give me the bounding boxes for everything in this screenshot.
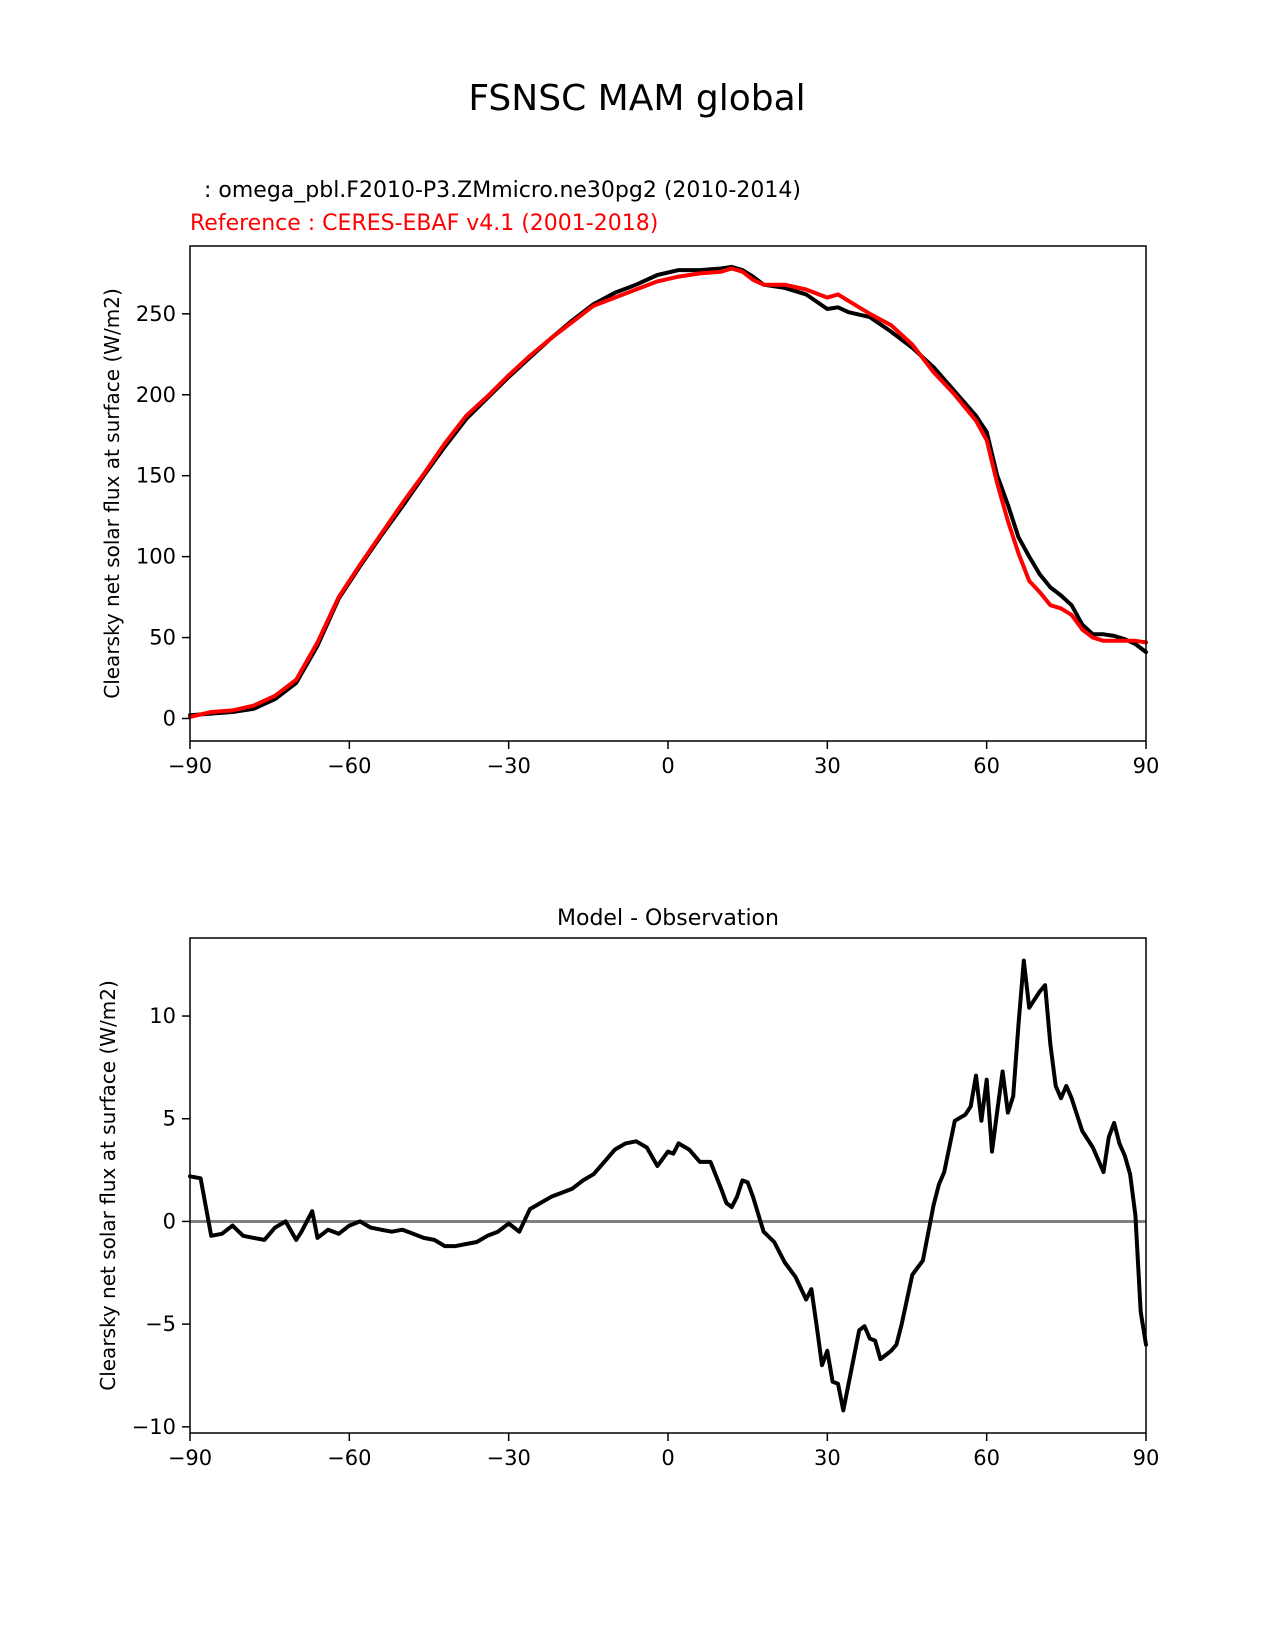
top-y-tick-label: 250 [136, 302, 176, 326]
top-series-line-1 [188, 266, 1148, 719]
top-x-tick-label: −30 [487, 754, 531, 778]
top-y-tick-label: 50 [149, 626, 176, 650]
bottom-y-tick-label: 10 [149, 1004, 176, 1028]
top-y-ticks: 0 50 100 150 200 250 [136, 302, 190, 731]
top-series-group [188, 264, 1148, 719]
bottom-y-axis-label: Clearsky net solar flux at surface (W/m2… [96, 980, 120, 1391]
top-y-tick-label: 150 [136, 464, 176, 488]
top-x-tick-label: 0 [661, 754, 674, 778]
top-x-ticks: −90 −60 −30 0 30 60 90 [168, 741, 1160, 778]
bottom-panel: Model - Observation −90 −60 −30 0 30 60 90 −10… [96, 906, 1159, 1470]
bottom-panel-title: Model - Observation [557, 906, 779, 931]
top-x-tick-label: 60 [973, 754, 1000, 778]
bottom-y-ticks: −10 −5 0 5 10 [132, 1004, 190, 1439]
bottom-y-tick-label: 5 [163, 1107, 176, 1131]
bottom-y-tick-label: −5 [145, 1312, 176, 1336]
top-x-tick-label: −90 [168, 754, 212, 778]
bottom-y-tick-label: −10 [132, 1415, 176, 1439]
bottom-x-tick-label: −60 [327, 1446, 371, 1470]
top-series-line-0 [188, 264, 1148, 718]
top-x-tick-label: −60 [327, 754, 371, 778]
bottom-plot-frame [189, 937, 1147, 1434]
bottom-x-tick-label: 30 [814, 1446, 841, 1470]
bottom-y-tick-label: 0 [163, 1209, 176, 1233]
top-panel: : omega_pbl.F2010-P3.ZMmicro.ne30pg2 (20… [100, 178, 1159, 778]
top-plot-frame [189, 245, 1147, 742]
top-subtitle-test: : omega_pbl.F2010-P3.ZMmicro.ne30pg2 (20… [190, 178, 801, 203]
top-y-tick-label: 200 [136, 383, 176, 407]
bottom-x-tick-label: 60 [973, 1446, 1000, 1470]
top-y-tick-label: 0 [163, 707, 176, 731]
bottom-x-tick-label: 90 [1133, 1446, 1160, 1470]
bottom-series-line-0 [188, 958, 1148, 1413]
bottom-x-ticks: −90 −60 −30 0 30 60 90 [168, 1433, 1160, 1470]
bottom-x-tick-label: −90 [168, 1446, 212, 1470]
top-y-axis-label: Clearsky net solar flux at surface (W/m2… [100, 288, 124, 699]
bottom-x-tick-label: 0 [661, 1446, 674, 1470]
top-x-tick-label: 30 [814, 754, 841, 778]
top-y-tick-label: 100 [136, 545, 176, 569]
bottom-x-tick-label: −30 [487, 1446, 531, 1470]
top-subtitle-reference: Reference : CERES-EBAF v4.1 (2001-2018) [190, 211, 658, 236]
figure-title: FSNSC MAM global [468, 78, 805, 119]
bottom-series-group [188, 958, 1148, 1413]
top-x-tick-label: 90 [1133, 754, 1160, 778]
